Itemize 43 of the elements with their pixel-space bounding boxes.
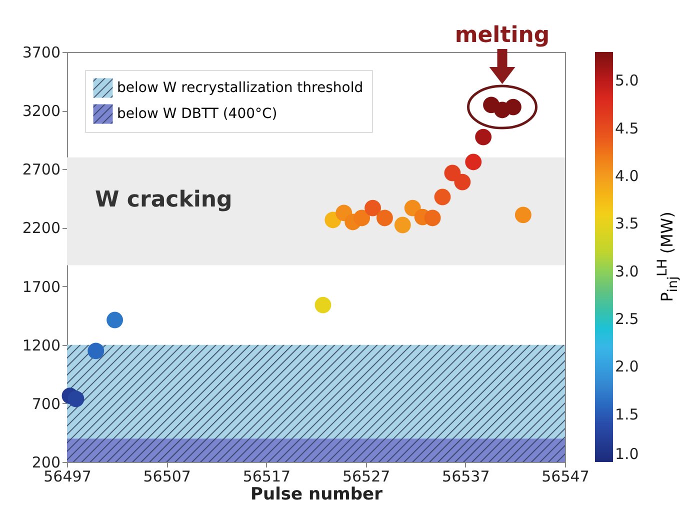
y-tick-label: 1200 — [22, 336, 60, 354]
point — [354, 210, 370, 226]
annotation: W cracking — [95, 188, 232, 213]
point — [106, 312, 124, 328]
point — [514, 206, 532, 224]
color-bar-label: 2.5 — [615, 310, 639, 328]
point — [444, 164, 461, 182]
point — [364, 200, 381, 216]
annotation: melting — [454, 23, 550, 48]
color-bar-label: 3.5 — [615, 214, 639, 233]
point — [376, 210, 393, 226]
y-tick-label: 3700 — [22, 44, 60, 62]
color-bar-label: 3.0 — [615, 262, 639, 280]
point — [434, 188, 451, 206]
x-tick-label: 56547 — [542, 468, 590, 486]
point — [88, 342, 104, 360]
point — [465, 154, 482, 170]
point — [68, 390, 84, 408]
color-bar-label: 1.0 — [615, 445, 639, 463]
y-tick-label: 700 — [32, 394, 60, 413]
point — [394, 216, 411, 234]
point — [504, 98, 522, 116]
point — [314, 296, 332, 314]
y-tick-label: 3200 — [22, 102, 60, 120]
color-bar-label: 2.0 — [615, 358, 639, 376]
x-axis-title: Pulse number — [250, 484, 384, 504]
point — [424, 210, 441, 226]
y-tick-label: 1700 — [22, 278, 60, 296]
point — [404, 200, 421, 216]
x-tick-label: 56517 — [242, 468, 291, 486]
x-tick-label: 56537 — [442, 468, 490, 486]
legend-label: below W recrystallization threshold — [117, 80, 364, 96]
point — [475, 128, 492, 146]
y-tick-label: 2200 — [22, 219, 60, 238]
x-tick-label: 56527 — [342, 468, 390, 486]
x-tick-label: 56507 — [143, 468, 191, 486]
y-tick-label: 2700 — [22, 160, 60, 179]
color-bar-label: 4.5 — [615, 119, 639, 138]
color-bar-label: 5.0 — [615, 72, 639, 90]
color-bar-label: 1.5 — [615, 405, 639, 424]
color-bar-label: 4.0 — [615, 166, 639, 185]
legend-label: below W DBTT (400°C) — [117, 106, 278, 122]
point — [454, 174, 471, 190]
